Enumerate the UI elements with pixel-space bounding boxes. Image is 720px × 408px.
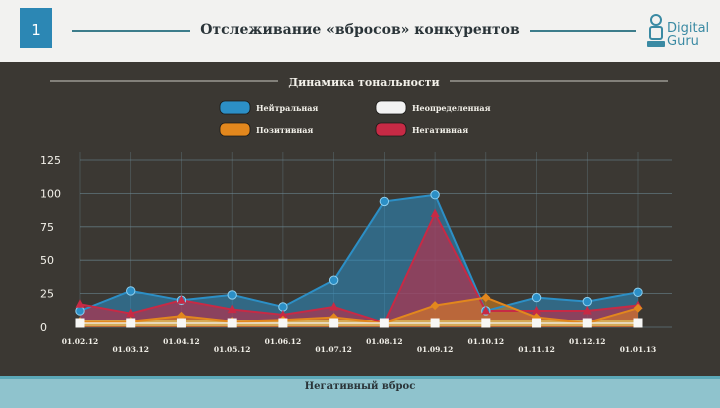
undefined-point bbox=[75, 318, 85, 328]
legend-label: Негативная bbox=[412, 125, 468, 135]
legend-swatch bbox=[375, 122, 407, 137]
series-line-3 bbox=[79, 211, 639, 325]
y-axis-labels: 0 25 50 75 100 125 bbox=[40, 154, 61, 334]
positive-point bbox=[329, 313, 339, 323]
negative-point bbox=[176, 295, 186, 304]
negative-point bbox=[126, 308, 136, 318]
chart-title: Динамика тональности bbox=[288, 76, 439, 89]
undefined-point bbox=[227, 318, 237, 328]
neutral-point bbox=[75, 306, 85, 316]
x-tick-label: 01.07.12 bbox=[315, 345, 352, 354]
neutral-point bbox=[430, 190, 440, 200]
slide-number-badge: 1 bbox=[20, 8, 52, 48]
series-area-0 bbox=[80, 194, 638, 327]
negative-point bbox=[329, 301, 339, 311]
neutral-point bbox=[633, 287, 643, 297]
y-tick-label: 75 bbox=[40, 221, 54, 234]
undefined-point bbox=[430, 318, 440, 328]
legend-swatch bbox=[219, 100, 251, 115]
undefined-point bbox=[329, 318, 339, 328]
y-tick-label: 25 bbox=[40, 288, 54, 301]
title-divider-right bbox=[530, 30, 636, 32]
footer-caption: Негативный вброс bbox=[304, 381, 416, 392]
undefined-point bbox=[379, 318, 389, 328]
negative-point bbox=[227, 304, 237, 314]
slide-title: Отслеживание «вбросов» конкурентов bbox=[200, 22, 520, 38]
x-tick-label: 01.03.12 bbox=[112, 345, 149, 354]
logo-text-guru: Guru bbox=[667, 34, 699, 49]
undefined-point bbox=[481, 318, 491, 328]
x-tick-label: 01.05.12 bbox=[214, 345, 251, 354]
chart-lines bbox=[79, 193, 639, 325]
neutral-point bbox=[126, 286, 136, 296]
undefined-point bbox=[126, 318, 136, 328]
negative-point bbox=[75, 299, 85, 308]
negative-point bbox=[278, 309, 288, 319]
slide-footer: Негативный вброс bbox=[0, 376, 720, 408]
x-tick-label: 01.09.12 bbox=[417, 345, 454, 354]
undefined-point bbox=[278, 318, 288, 328]
neutral-point bbox=[582, 296, 592, 307]
neutral-point bbox=[227, 290, 237, 300]
y-tick-label: 50 bbox=[40, 254, 54, 267]
x-axis-labels: 01.02.12 01.03.12 01.04.12 01.05.12 01.06.12… bbox=[62, 337, 657, 354]
x-tick-label: 01.01.13 bbox=[620, 345, 657, 354]
negative-point bbox=[532, 305, 542, 315]
x-tick-label: 01.12.12 bbox=[569, 337, 606, 346]
undefined-point bbox=[633, 318, 643, 328]
y-tick-label: 100 bbox=[40, 187, 61, 200]
chart-points bbox=[75, 190, 643, 328]
logo-text-digital: Digital bbox=[667, 21, 710, 36]
negative-point bbox=[430, 208, 440, 217]
series-line-2 bbox=[80, 296, 639, 325]
chart-legend: Нейтральная Неопределенная Позитивная Негат… bbox=[219, 100, 491, 137]
series-area-2 bbox=[80, 297, 638, 327]
slide-header: 1 Отслеживание «вбросов» конкурентов Dig… bbox=[0, 0, 720, 62]
title-divider-left bbox=[72, 30, 190, 32]
neutral-point bbox=[379, 196, 390, 207]
legend-label: Неопределенная bbox=[412, 103, 491, 113]
undefined-point bbox=[582, 318, 592, 328]
neutral-point bbox=[531, 292, 542, 303]
x-tick-label: 01.04.12 bbox=[163, 337, 200, 346]
y-tick-label: 125 bbox=[40, 154, 61, 167]
tonality-chart: Динамика тональности Нейтральная Неопреде… bbox=[40, 76, 672, 354]
x-tick-label: 01.08.12 bbox=[366, 337, 403, 346]
positive-point bbox=[633, 303, 643, 313]
legend-label: Позитивная bbox=[256, 125, 313, 135]
neutral-point bbox=[328, 275, 339, 285]
negative-point bbox=[481, 305, 491, 315]
legend-label: Нейтральная bbox=[256, 103, 318, 113]
x-tick-label: 01.06.12 bbox=[265, 337, 302, 346]
series-line-0 bbox=[79, 193, 639, 313]
positive-point bbox=[430, 301, 440, 311]
positive-point bbox=[176, 311, 186, 321]
positive-point bbox=[532, 313, 542, 323]
y-tick-label: 0 bbox=[40, 321, 47, 334]
positive-point bbox=[481, 293, 491, 303]
x-tick-label: 01.10.12 bbox=[468, 337, 505, 346]
x-tick-label: 01.02.12 bbox=[62, 337, 99, 346]
x-tick-label: 01.11.12 bbox=[518, 345, 555, 354]
digital-guru-logo-icon bbox=[647, 14, 665, 47]
negative-point bbox=[582, 305, 592, 315]
undefined-point bbox=[176, 318, 186, 328]
legend-swatch bbox=[375, 100, 407, 115]
neutral-point bbox=[278, 302, 288, 312]
chart-areas bbox=[80, 194, 638, 327]
series-area-3 bbox=[80, 213, 638, 327]
legend-swatch bbox=[219, 122, 251, 137]
undefined-point bbox=[532, 318, 542, 328]
